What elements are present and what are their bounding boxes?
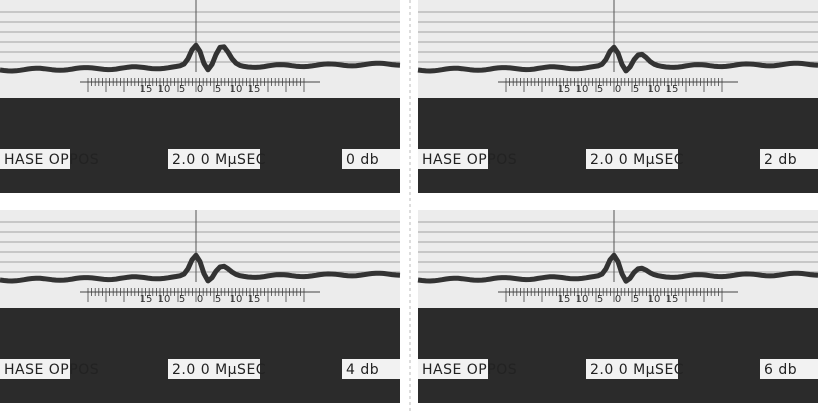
scale-label: 0 [615,294,621,305]
label-box [760,359,818,379]
gain-label: 6 db [764,362,797,378]
scale-label: 15 [558,294,571,305]
mode-label: HASE OPPOS [4,362,99,378]
scale-label: 0 [615,84,621,95]
scale-label: 10 [648,294,661,305]
label-box [760,149,818,169]
gain-label: 4 db [346,362,379,378]
label-area [0,308,400,403]
scale-label: 5 [633,84,639,95]
scale-label: 15 [248,84,261,95]
mode-label: HASE OPPOS [422,152,517,168]
scale-label: 5 [215,294,221,305]
scale-label: 10 [648,84,661,95]
label-box [586,149,678,169]
scale-label: 5 [215,84,221,95]
label-box [342,359,400,379]
scale-label: 10 [230,294,243,305]
trace [417,252,818,284]
label-box [168,149,260,169]
scale-label: 15 [666,294,679,305]
label-box [168,359,260,379]
gain-label: 2 db [764,152,797,168]
scale-label: 10 [158,84,171,95]
label-area [0,98,400,193]
label-box [418,359,488,379]
label-box [0,149,70,169]
scale-label: 15 [140,294,153,305]
scale-label: 10 [230,84,243,95]
time-label: 2.0 0 MμSEC [172,362,266,378]
trace [0,252,401,284]
scale-label: 10 [158,294,171,305]
scale-label: 0 [197,294,203,305]
scale-label: 5 [179,294,185,305]
mode-label: HASE OPPOS [4,152,99,168]
scale-label: 0 [197,84,203,95]
scope-panel: 15 10 5 0 5 10 15 HASE OPPOS 2.0 0 MμSEC 2 db [417,0,818,193]
time-label: 2.0 0 MμSEC [590,362,684,378]
scope-panel: 15 10 5 0 5 10 15 HASE OPPOS 2.0 0 MμSEC 6 db [417,210,818,403]
time-label: 2.0 0 MμSEC [172,152,266,168]
scale-label: 10 [576,84,589,95]
scope-panel: 15 10 5 0 5 10 15 HASE OPPOS 2.0 0 MμSEC 0 db [0,0,401,193]
scale-label: 5 [179,84,185,95]
scale-label: 5 [597,84,603,95]
scale-label: 10 [576,294,589,305]
gain-label: 0 db [346,152,379,168]
scale-label: 15 [248,294,261,305]
label-box [586,359,678,379]
label-area [418,308,818,403]
label-area [418,98,818,193]
scale-label: 15 [558,84,571,95]
trace [0,42,401,74]
scale-label: 5 [633,294,639,305]
scale-label: 5 [597,294,603,305]
mode-label: HASE OPPOS [422,362,517,378]
scale-label: 15 [666,84,679,95]
scope-panel: 15 10 5 0 5 10 15 HASE OPPOS 2.0 0 MμSEC 4 db [0,210,401,403]
trace [417,44,818,74]
time-label: 2.0 0 MμSEC [590,152,684,168]
label-box [0,359,70,379]
label-box [418,149,488,169]
label-box [342,149,400,169]
scale-label: 15 [140,84,153,95]
